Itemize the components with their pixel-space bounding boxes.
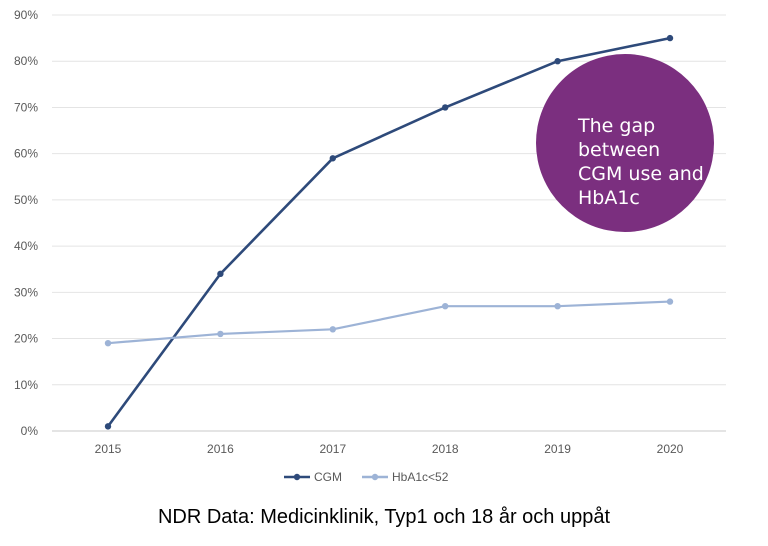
x-tick-label: 2016 — [207, 442, 234, 456]
legend-swatch-marker — [371, 473, 379, 481]
data-point — [666, 298, 674, 305]
x-axis-ticks: 2015 2016 2017 2018 2019 2020 — [95, 442, 684, 456]
y-tick-label: 20% — [14, 332, 38, 346]
y-tick-label: 60% — [14, 147, 38, 161]
data-point — [442, 104, 449, 111]
y-tick-label: 80% — [14, 54, 38, 68]
x-tick-label: 2019 — [544, 442, 571, 456]
y-tick-label: 70% — [14, 100, 38, 114]
data-point — [217, 270, 224, 278]
data-point — [329, 155, 336, 162]
y-tick-label: 50% — [14, 193, 38, 207]
data-point — [442, 303, 449, 310]
data-point — [104, 423, 112, 430]
y-tick-label: 10% — [14, 378, 38, 392]
data-point — [554, 58, 561, 65]
chart-caption: NDR Data: Medicinklinik, Typ1 och 18 år … — [157, 506, 611, 528]
legend-swatch-marker — [293, 473, 301, 481]
x-tick-label: 2017 — [319, 442, 346, 456]
legend-label: HbA1c<52 — [392, 470, 449, 484]
callout-text: The gap between CGM use and HbA1c — [578, 115, 704, 209]
y-tick-label: 0% — [21, 424, 39, 438]
y-axis-ticks: 0% 10% 20% 30% 40% 50% 60% 70% 80% 90% — [14, 8, 38, 438]
y-tick-label: 40% — [14, 239, 38, 253]
gap-callout-circle: The gap between CGM use and HbA1c — [536, 54, 714, 232]
x-tick-label: 2015 — [95, 442, 122, 456]
legend: CGM HbA1c<52 — [284, 470, 449, 484]
y-tick-label: 30% — [14, 285, 38, 299]
x-tick-label: 2018 — [432, 442, 459, 456]
data-point — [329, 326, 336, 333]
x-tick-label: 2020 — [657, 442, 684, 456]
data-point — [554, 303, 561, 310]
data-point — [666, 34, 674, 42]
legend-label: CGM — [314, 470, 342, 484]
series-line-HbA1c<52 — [107, 300, 671, 345]
data-point — [104, 339, 112, 347]
series-line-CGM — [106, 36, 671, 428]
series-lines — [104, 34, 674, 430]
y-tick-label: 90% — [14, 8, 38, 22]
data-point — [217, 330, 224, 338]
